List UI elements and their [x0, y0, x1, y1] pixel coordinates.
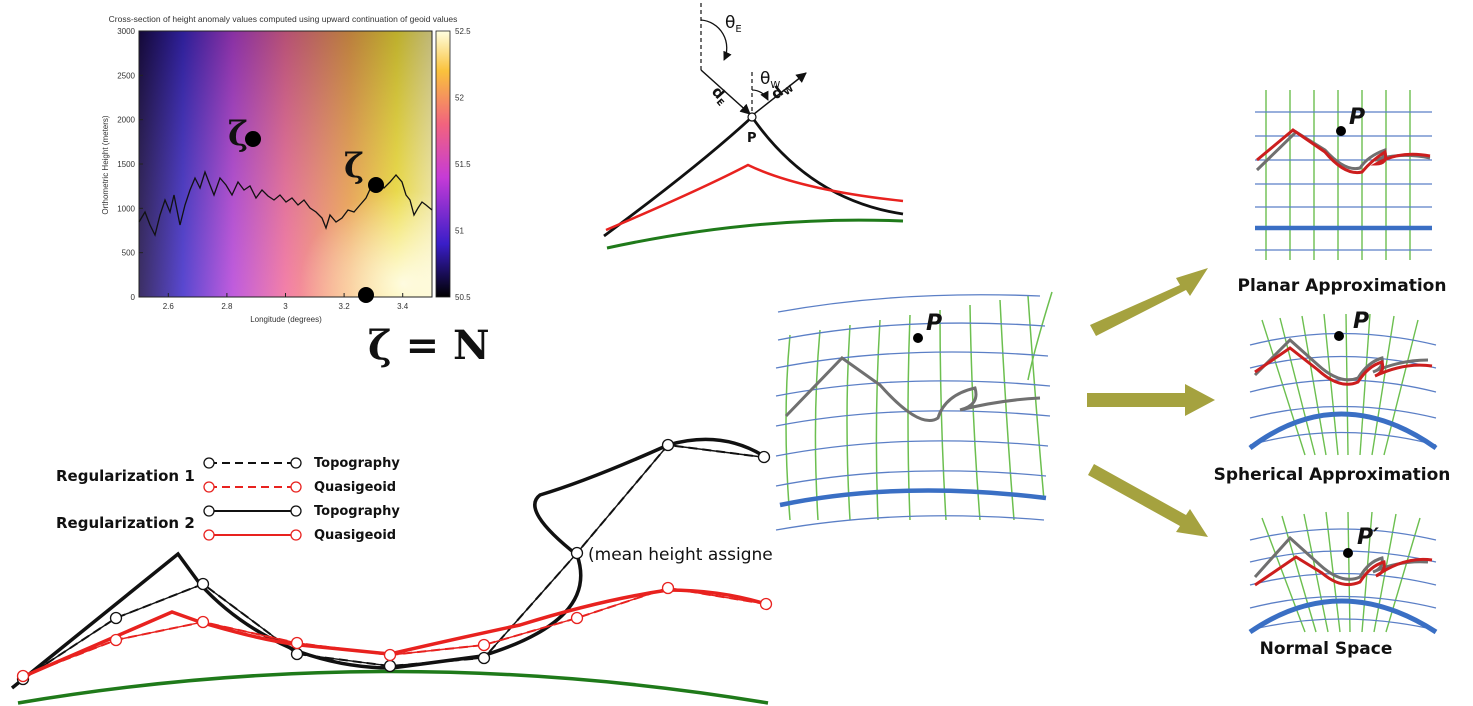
normal-space-label: Normal Space [1260, 639, 1393, 659]
topography-profile-line [138, 170, 433, 237]
point-p-marker [747, 112, 757, 122]
spherical-point-p [1334, 331, 1344, 341]
svg-text:θW: θW [760, 69, 780, 91]
quasigeoid-curve [605, 163, 904, 232]
heatmap-xlabel: Longitude (degrees) [250, 315, 322, 324]
heatmap-panel: Cross-section of height anomaly values c… [101, 14, 490, 369]
theta-e-label: θ [725, 13, 735, 33]
legend-topography-1: Topography [314, 456, 400, 471]
y-tick-label: 1000 [117, 204, 135, 213]
planar-grid: P Planar Approximation [1238, 90, 1447, 296]
colorbar-tick-label: 52 [455, 94, 464, 103]
heatmap-x-ticks: 2.6 2.8 3 3.2 3.4 [163, 293, 409, 311]
zeta-point-2 [368, 177, 384, 193]
colorbar-tick-label: 51.5 [455, 160, 471, 169]
topography-curve-right [750, 116, 904, 216]
y-tick-label: 2500 [117, 71, 135, 80]
planar-point-p [1336, 126, 1346, 136]
y-tick-label: 3000 [117, 27, 135, 36]
arrow-to-spherical [1087, 384, 1215, 416]
point-p-label: P [747, 131, 757, 146]
x-tick-label: 2.6 [163, 302, 175, 311]
spherical-reference-surface [1248, 411, 1438, 451]
normal-reference-surface [1248, 598, 1438, 635]
colorbar-tick-label: 51 [455, 227, 464, 236]
origin-point [358, 287, 374, 303]
planar-point-p-label: P [1349, 105, 1365, 130]
arrow-to-planar [1090, 268, 1208, 336]
heatmap-ylabel: Orthometric Height (meters) [101, 115, 110, 214]
zeta-label-2: ζ [344, 146, 364, 186]
topography-nodes [16, 438, 771, 686]
ellipsoid-curve [606, 218, 904, 250]
theta-w-label: θ [760, 69, 770, 89]
normal-space-grid: P′ Normal Space [1248, 511, 1438, 659]
legend: Topography Quasigeoid Topography Quasige… [203, 456, 400, 543]
main-point-p [913, 333, 923, 343]
spherical-approximation-label: Spherical Approximation [1214, 465, 1451, 485]
regularization-2-label: Regularization 2 [56, 514, 195, 532]
spherical-point-p-label: P [1353, 309, 1369, 334]
normal-point-p-prime-label: P′ [1357, 525, 1379, 550]
zeta-label-1: ζ [228, 114, 248, 154]
x-tick-label: 3.2 [339, 302, 351, 311]
regularization-diagram: Regularization 1 Regularization 2 Topogr… [10, 437, 773, 705]
legend-topography-2: Topography [314, 504, 400, 519]
normal-point-p-prime [1343, 548, 1353, 558]
quasigeoid-nodes [16, 581, 773, 683]
legend-quasigeoid-1: Quasigeoid [314, 480, 396, 495]
colorbar [435, 30, 451, 298]
spherical-grid: P Spherical Approximation [1214, 309, 1451, 485]
d-w-arrow [753, 72, 807, 115]
x-tick-label: 3.4 [397, 302, 409, 311]
topography-curve-left [603, 115, 753, 238]
heatmap-title: Cross-section of height anomaly values c… [109, 14, 458, 24]
ellipsoid-curve [17, 669, 769, 705]
d-e-arrow [700, 69, 751, 115]
arrow-to-normal [1088, 464, 1208, 537]
planar-approximation-label: Planar Approximation [1238, 276, 1447, 296]
main-reference-surface [779, 488, 1047, 508]
y-tick-label: 1500 [117, 160, 135, 169]
x-tick-label: 3 [283, 302, 288, 311]
angle-diagram: θE θW dE dW P [603, 3, 904, 250]
theta-e-arc [700, 19, 732, 61]
topography-reg1-line [22, 443, 763, 680]
zeta-point-1 [245, 131, 261, 147]
x-tick-label: 2.8 [221, 302, 233, 311]
colorbar-tick-label: 50.5 [455, 293, 471, 302]
olive-arrows [1087, 268, 1215, 537]
zeta-equals-n: ζ = N [368, 322, 490, 369]
theta-w-arc [751, 89, 769, 101]
colorbar-tick-label: 52.5 [455, 27, 471, 36]
main-point-p-label: P [926, 311, 942, 336]
y-tick-label: 0 [131, 293, 136, 302]
main-grid: P [775, 291, 1053, 531]
y-tick-label: 2000 [117, 116, 135, 125]
regularization-1-label: Regularization 1 [56, 467, 195, 485]
legend-quasigeoid-2: Quasigeoid [314, 528, 396, 543]
colorbar-ticks: 52.5 52 51.5 51 50.5 [455, 27, 471, 302]
y-tick-label: 500 [122, 249, 136, 258]
svg-text:θE: θE [725, 13, 742, 35]
main-profile [784, 356, 1041, 423]
heatmap-y-ticks: 0 500 1000 1500 2000 2500 3000 [117, 27, 143, 302]
mean-height-annotation: (mean height assigne [588, 545, 773, 565]
